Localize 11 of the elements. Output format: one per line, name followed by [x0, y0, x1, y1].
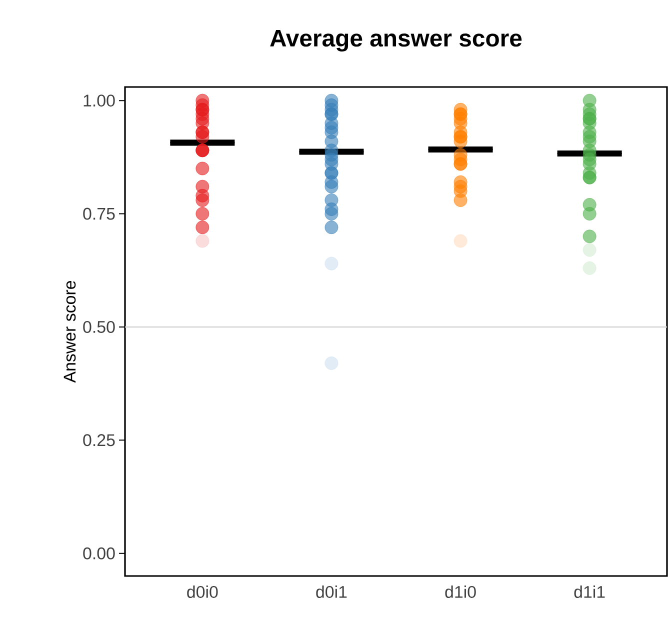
y-tick-label: 1.00: [84, 94, 115, 107]
y-tick-label: 0.25: [83, 434, 115, 446]
x-tick-label: d0i0: [187, 586, 218, 598]
y-tick-label: 0.75: [83, 208, 115, 220]
x-tick-label: d1i0: [445, 586, 476, 598]
chart-title: Average answer score: [270, 30, 522, 52]
x-tick-label: d1i1: [574, 586, 605, 598]
x-tick-label: d0i1: [316, 586, 347, 598]
y-tick-label: 0.50: [83, 320, 115, 333]
y-tick-label: 0.00: [83, 547, 115, 560]
y-axis-title: Answer score: [64, 280, 76, 383]
